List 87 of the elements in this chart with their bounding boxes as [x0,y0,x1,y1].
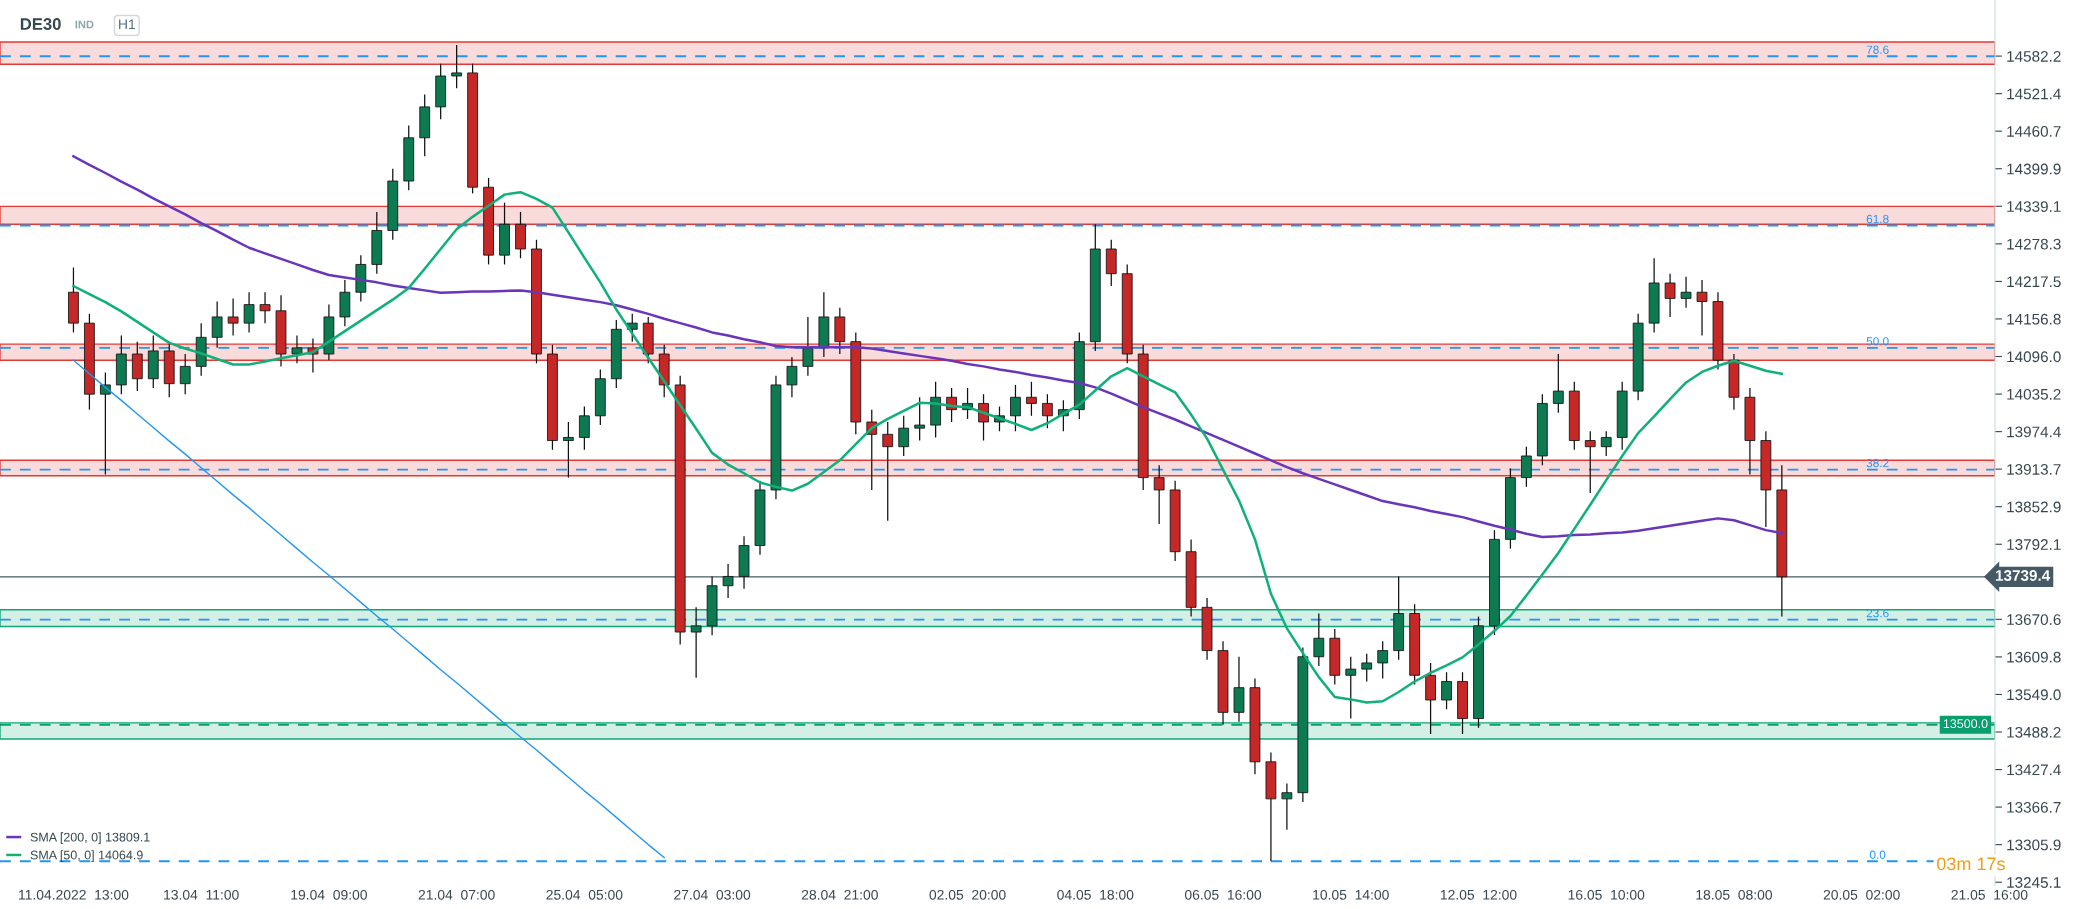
candlestick [786,356,798,398]
candlestick [1664,273,1676,318]
candlestick [291,334,303,364]
y-tick-label: 14339.1 [2007,201,2061,212]
x-tick-label: 27.04 03:00 [674,889,751,900]
y-tick-label: 14582.2 [2007,50,2061,62]
x-tick-label: 25.04 05:00 [546,889,623,900]
x-tick-label: 11.04.2022 13:00 [19,889,129,900]
annotation: 23.6 [1866,609,1889,618]
y-tick-label: 13427.4 [2007,764,2061,776]
candlestick [227,297,239,337]
annotation: 03m 17s [1936,857,2005,871]
candlestick [1153,464,1165,525]
x-tick-label: 16.05 10:00 [1568,889,1645,900]
y-tick-label: 14096.0 [2007,351,2061,363]
candlestick [1696,279,1708,337]
y-tick-label: 14278.3 [2007,238,2061,250]
candlestick [1042,393,1053,429]
y-tick-label: 14217.5 [2007,276,2061,288]
y-tick-label: 13549.0 [2007,689,2061,701]
annotation: 78.6 [1866,45,1889,54]
legend-label: SMA [200, 0] 13809.1 [30,832,150,845]
y-tick-label: 14399.9 [2007,163,2061,175]
ref-line-label: 13739.4 [1995,570,2051,581]
candlestick [802,316,814,377]
annotation: 61.8 [1866,214,1889,224]
x-tick-label: 18.05 08:00 [1696,889,1773,900]
candlestick [1441,671,1452,710]
candlestick [1680,276,1692,309]
candlestick [243,291,255,334]
y-tick-label: 13245.1 [2007,877,2061,888]
candlestick [259,291,271,324]
candlestick [882,421,894,522]
y-tick-label: 13852.9 [2007,501,2061,513]
candlestick [579,405,590,451]
text: IND [75,20,94,29]
x-tick-label: 19.04 09:00 [291,889,367,900]
candlestick [722,563,734,599]
x-tick-label: 28.04 21:00 [801,889,878,900]
annotation: 0.0 [1869,850,1886,859]
candlestick [1281,782,1293,831]
candlestick [1584,430,1596,494]
candlestick [1361,653,1373,683]
y-tick-label: 13670.6 [2007,614,2061,626]
x-tick-label: 21.04 07:00 [418,889,495,900]
x-tick-label: 02.05 20:00 [929,889,1006,900]
candlestick [1313,612,1325,667]
candlestick [1600,430,1612,457]
text: DE30 [20,18,61,30]
x-tick-label: 10.05 14:00 [1313,889,1389,900]
candlestick [690,606,702,679]
x-tick-label: 13.04 11:00 [164,889,239,900]
x-tick-label: 20.05 02:00 [1823,889,1900,900]
candlestick [914,396,926,442]
y-tick-label: 14521.4 [2007,88,2061,100]
x-tick-label: 04.05 18:00 [1057,889,1134,900]
candlestick [100,371,111,476]
y-tick-label: 13974.4 [2007,426,2061,438]
y-tick-label: 13609.8 [2007,651,2061,663]
candlestick [563,421,574,479]
annotation: 50.0 [1866,337,1889,346]
x-tick-label: 21.05 16:00 [1951,889,2028,900]
candlestick [1377,640,1389,680]
y-tick-label: 13488.2 [2007,726,2061,738]
line-series [72,155,1784,539]
annotation: 38.2 [1866,458,1889,468]
y-tick-label: 14035.2 [2007,388,2061,400]
y-tick-label: 13792.1 [2007,539,2061,550]
y-tick-label: 14460.7 [2007,126,2061,137]
x-tick-label: 12.05 12:00 [1440,889,1517,900]
candlestick [211,300,223,349]
candlestick [179,353,191,395]
ref-line-label: 13500.0 [1943,719,1988,729]
candlestick [1010,384,1021,432]
candlestick [1345,656,1357,720]
candlestick [451,44,463,89]
legend-label: SMA [50, 0] 14064.9 [30,850,143,862]
x-tick-label: 06.05 16:00 [1184,889,1262,900]
annotation: H1 [119,19,136,30]
candlestick [898,415,910,457]
candlestick [1552,353,1564,414]
candlestick [1026,381,1037,417]
y-tick-label: 14156.8 [2007,313,2061,325]
y-tick-label: 13305.9 [2007,839,2061,851]
candlestick [1521,446,1532,488]
y-tick-label: 13366.7 [2007,801,2061,813]
y-tick-label: 13913.7 [2007,463,2061,475]
